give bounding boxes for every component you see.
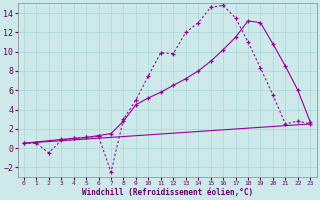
X-axis label: Windchill (Refroidissement éolien,°C): Windchill (Refroidissement éolien,°C) (82, 188, 253, 197)
